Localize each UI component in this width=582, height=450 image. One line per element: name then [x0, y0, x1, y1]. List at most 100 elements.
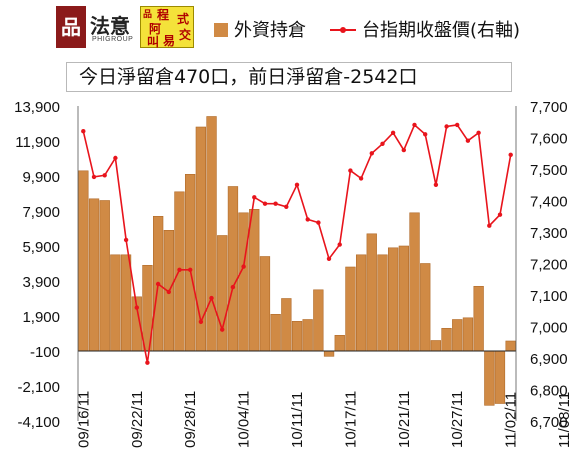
index-point-19 — [284, 204, 289, 209]
index-point-9 — [177, 267, 182, 272]
bar-38 — [484, 350, 495, 406]
bar-26 — [355, 254, 367, 352]
x-tick-5: 10/17/11 — [342, 391, 359, 448]
legend-bar-label: 外資持倉 — [234, 20, 306, 41]
bar-21 — [302, 319, 313, 352]
right-tick-2: 7,500 — [530, 162, 568, 179]
bar-32 — [420, 263, 431, 352]
logo2-glyph-6: 叫 — [147, 35, 160, 49]
phigroup-logo-name: 法意 — [90, 14, 130, 38]
index-point-3 — [113, 155, 118, 161]
right-tick-3: 7,400 — [530, 194, 568, 211]
logo2-glyph-4: 阿 — [149, 22, 162, 36]
index-point-32 — [423, 132, 428, 137]
index-point-17 — [262, 201, 268, 206]
right-tick-1: 7,600 — [530, 131, 568, 148]
bar-33 — [430, 340, 441, 352]
index-point-2 — [102, 173, 107, 178]
right-tick-7: 7,000 — [530, 320, 568, 337]
index-point-36 — [465, 138, 471, 143]
index-point-22 — [316, 220, 321, 225]
index-point-14 — [230, 284, 236, 290]
bar-18 — [270, 313, 281, 352]
left-tick-3: 7,900 — [22, 204, 60, 221]
bar-2 — [99, 200, 110, 352]
left-tick-5: 3,900 — [22, 274, 60, 291]
left-tick-4: 5,900 — [22, 239, 60, 256]
legend-bar-entry: 外資持倉 — [214, 16, 306, 42]
index-point-37 — [476, 130, 481, 135]
left-tick-9: -4,100 — [17, 414, 60, 431]
index-point-4 — [123, 237, 129, 243]
legend-bar-swatch — [214, 23, 228, 37]
index-point-16 — [252, 195, 257, 200]
index-point-15 — [241, 264, 246, 269]
bar-1 — [88, 198, 100, 352]
bar-12 — [206, 116, 217, 352]
x-tick-2: 09/28/11 — [182, 391, 199, 448]
logo2-glyph-2: 程 — [157, 8, 170, 22]
index-point-30 — [401, 147, 406, 153]
index-point-1 — [91, 174, 97, 180]
x-tick-8: 11/02/11 — [503, 392, 520, 448]
index-point-6 — [145, 360, 150, 365]
index-point-29 — [390, 130, 396, 135]
chart-axes — [77, 106, 517, 421]
bar-series-foreign-position — [78, 116, 516, 406]
x-tick-6: 10/21/11 — [396, 391, 413, 448]
index-point-21 — [305, 217, 310, 222]
left-tick-2: 9,900 — [22, 169, 60, 186]
index-point-11 — [198, 319, 204, 324]
right-tick-6: 7,100 — [530, 288, 568, 305]
index-point-24 — [337, 242, 342, 247]
logo2-glyph-7: 易 — [163, 34, 176, 48]
index-point-33 — [433, 182, 439, 187]
bar-40 — [505, 340, 516, 352]
index-point-31 — [412, 122, 417, 128]
left-tick-8: -2,100 — [17, 379, 60, 396]
bar-30 — [398, 245, 409, 352]
x-tick-4: 10/11/11 — [289, 392, 306, 448]
logo2-glyph-3: 式 — [177, 12, 190, 26]
index-point-23 — [326, 256, 332, 261]
net-position-banner: 今日淨留倉470口，前日淨留倉-2542口 — [66, 62, 512, 92]
legend-line-label: 台指期收盤價(右軸) — [362, 20, 521, 41]
x-tick-1: 09/22/11 — [129, 391, 146, 448]
bar-16 — [249, 209, 260, 352]
phigroup-logo-sub: PHIGROUP — [92, 36, 134, 43]
bar-25 — [345, 266, 356, 352]
left-axis-ticks: 13,900 11,900 9,900 7,900 5,900 3,900 1,900 -10… — [14, 99, 60, 431]
x-tick-9: 11/08/11 — [556, 392, 573, 448]
left-tick-0: 13,900 — [14, 99, 60, 116]
bar-31 — [409, 212, 420, 352]
bar-36 — [462, 317, 474, 352]
index-point-12 — [209, 295, 214, 301]
bar-27 — [366, 233, 377, 352]
index-point-38 — [487, 223, 492, 228]
index-point-34 — [444, 124, 449, 129]
logo2-glyph-1: 品 — [143, 10, 153, 20]
index-point-5 — [134, 305, 139, 310]
index-point-18 — [273, 201, 278, 206]
bar-13 — [217, 235, 228, 352]
left-tick-7: -100 — [30, 344, 60, 361]
x-tick-0: 09/16/11 — [75, 391, 92, 448]
index-point-8 — [166, 289, 171, 295]
index-point-27 — [369, 151, 374, 156]
bar-4 — [120, 254, 132, 352]
index-point-20 — [294, 182, 300, 187]
bar-19 — [281, 298, 292, 352]
right-tick-0: 7,700 — [530, 99, 568, 116]
index-point-25 — [348, 168, 353, 173]
index-point-39 — [497, 212, 503, 217]
index-point-28 — [380, 141, 385, 146]
bar-22 — [313, 289, 324, 352]
left-tick-6: 1,900 — [22, 309, 60, 326]
bar-24 — [334, 334, 345, 352]
bar-35 — [452, 319, 463, 352]
bar-20 — [291, 320, 303, 352]
logo2-glyph-5: 交 — [179, 28, 192, 42]
left-tick-1: 11,900 — [15, 134, 60, 151]
index-point-0 — [81, 129, 86, 134]
index-point-35 — [455, 122, 460, 128]
